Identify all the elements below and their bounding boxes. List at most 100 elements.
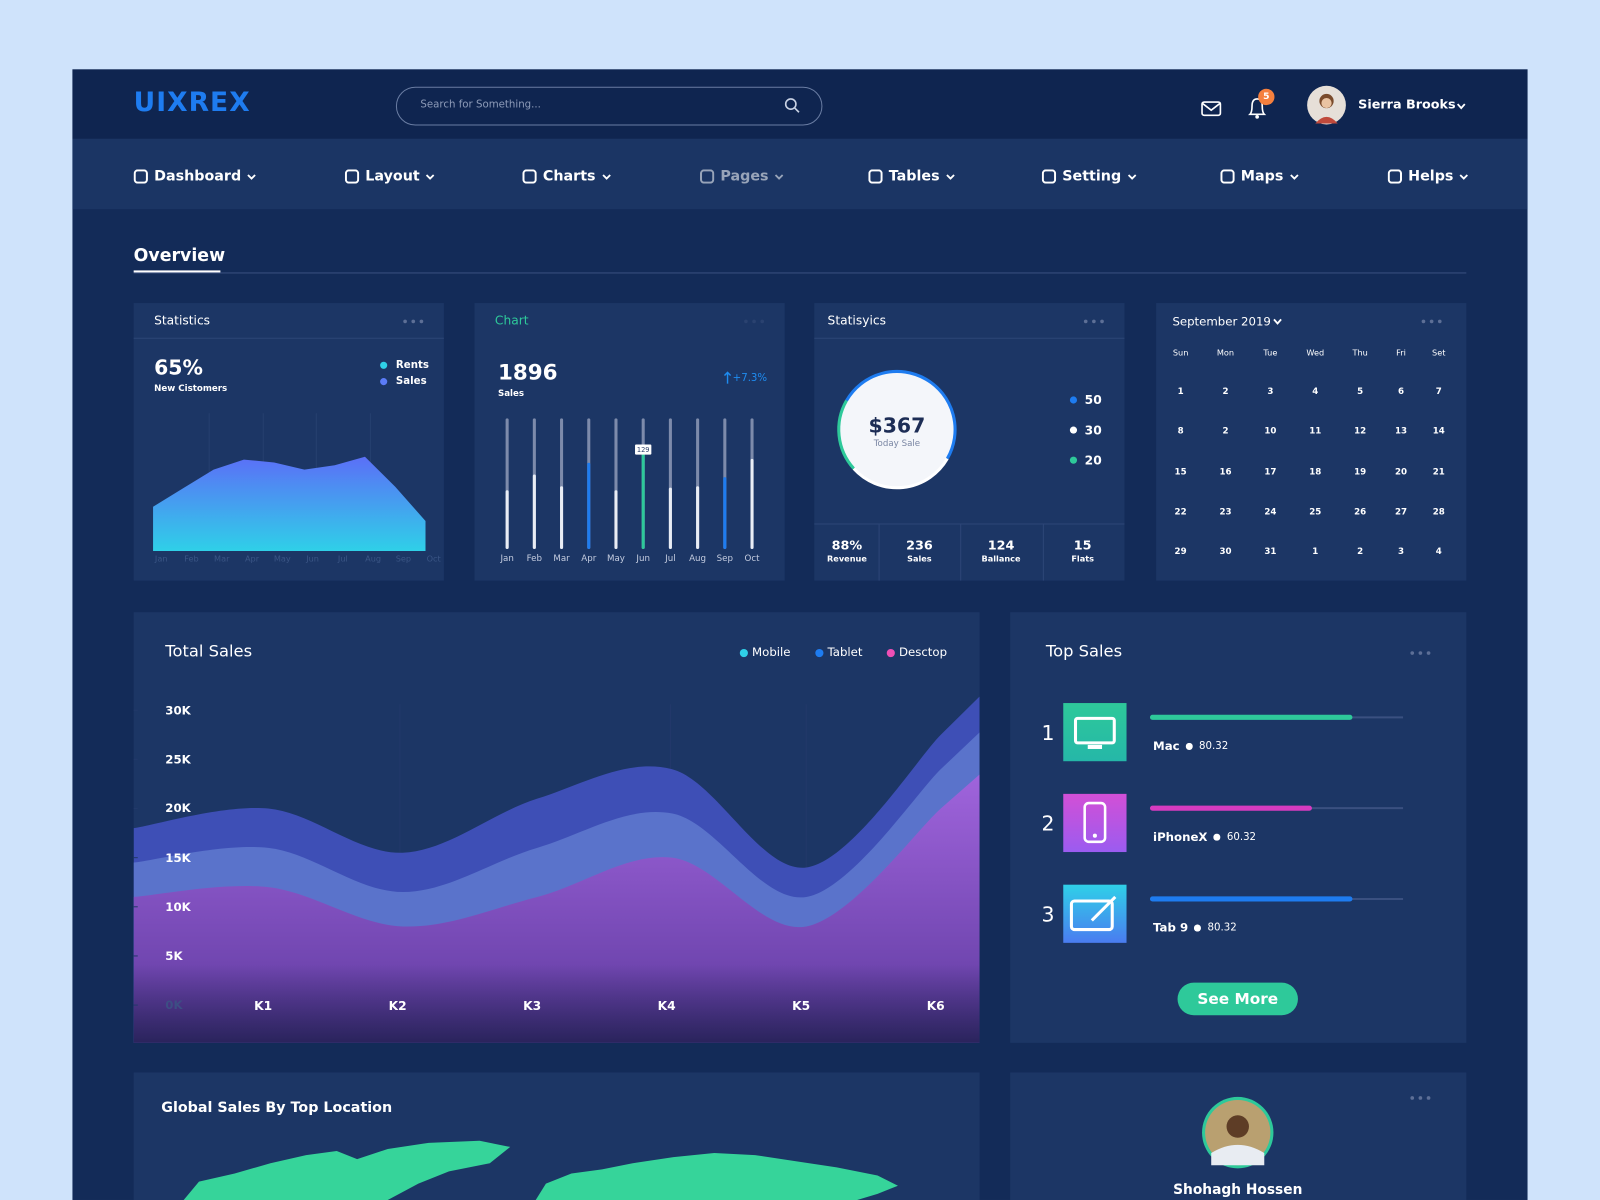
calendar-day[interactable]: 4 [1312, 386, 1319, 397]
bar [641, 453, 645, 549]
calendar-day[interactable]: 3 [1397, 547, 1405, 558]
y-tick-label: 25K [165, 752, 191, 767]
calendar-day[interactable]: 23 [1219, 507, 1232, 518]
calendar-day[interactable]: 16 [1219, 466, 1232, 478]
user-name[interactable]: Sierra Brooks [1358, 96, 1456, 112]
calendar-day[interactable]: 3 [1267, 386, 1274, 397]
calendar-day[interactable]: 14 [1432, 426, 1445, 438]
stat-label: Revenue [827, 554, 867, 564]
menu-dots [1410, 651, 1415, 655]
see-more-button[interactable]: See More [1177, 982, 1298, 1016]
bullet [1185, 742, 1193, 750]
weekday: Tue [1263, 348, 1278, 358]
calendar-day[interactable]: 26 [1354, 507, 1367, 518]
calendar-day[interactable]: 18 [1309, 466, 1322, 478]
calendar-day[interactable]: 25 [1309, 507, 1322, 518]
calendar-day[interactable]: 2 [1222, 426, 1229, 438]
nav-label[interactable]: Dashboard [154, 168, 242, 185]
calendar-card [1156, 303, 1467, 581]
nav-chevron [1127, 173, 1137, 180]
sale-label: Today Sale [873, 438, 921, 449]
product-icon [1063, 703, 1127, 762]
mail-icon [1201, 101, 1222, 117]
nav-label[interactable]: Tables [888, 168, 940, 185]
profile-photo [1211, 1144, 1265, 1166]
calendar-day[interactable]: 30 [1219, 547, 1232, 558]
sale-amount: $367 [868, 413, 926, 438]
calendar-day[interactable]: 22 [1174, 507, 1187, 518]
x-tick-label: Sep [395, 554, 412, 564]
menu-dots [1421, 319, 1426, 324]
x-tick-label: K5 [792, 998, 811, 1014]
nav-label[interactable]: Charts [542, 168, 596, 185]
nav-item[interactable]: Charts [522, 168, 611, 185]
nav-icon [344, 169, 360, 184]
calendar-day[interactable]: 11 [1309, 426, 1322, 438]
calendar-day[interactable]: 24 [1264, 507, 1277, 518]
stat-number: 236 [906, 537, 933, 553]
calendar-day[interactable]: 28 [1432, 507, 1445, 518]
menu-dots [1083, 319, 1088, 324]
stat-value: 65% [154, 355, 203, 380]
nav-item[interactable]: Pages [699, 168, 784, 185]
x-tick-label: Feb [526, 554, 543, 565]
nav-item[interactable]: Dashboard [133, 168, 257, 185]
change-arrow [723, 371, 732, 377]
legend-value: 30 [1084, 422, 1102, 438]
nav-item[interactable]: Helps [1387, 168, 1469, 185]
stat-label: New Cistomers [154, 383, 228, 394]
x-tick-label: Apr [244, 554, 260, 564]
ring-segment [845, 370, 957, 460]
nav-item[interactable]: Setting [1041, 168, 1137, 185]
calendar-day[interactable]: 8 [1177, 426, 1184, 438]
calendar-day[interactable]: 15 [1174, 466, 1187, 478]
nav-icon [1041, 169, 1057, 184]
calendar-day[interactable]: 29 [1174, 547, 1187, 558]
nav-label[interactable]: Maps [1240, 168, 1284, 185]
card-title: Chart [494, 313, 529, 328]
bar [750, 458, 754, 549]
progress-bar [1149, 714, 1353, 720]
bar [696, 486, 700, 549]
calendar-day[interactable]: 1 [1177, 386, 1184, 397]
nav-label[interactable]: Setting [1062, 168, 1122, 185]
calendar-day[interactable]: 17 [1264, 466, 1277, 478]
calendar-day[interactable]: 27 [1394, 507, 1408, 518]
calendar-day[interactable]: 10 [1264, 426, 1277, 438]
calendar-day[interactable]: 13 [1394, 426, 1408, 438]
calendar-day[interactable]: 20 [1394, 466, 1408, 478]
ring-segment [852, 457, 949, 490]
menu-dots [1429, 319, 1434, 324]
calendar-day[interactable]: 2 [1357, 547, 1364, 558]
x-tick-label: May [607, 554, 625, 565]
calendar-day[interactable]: 5 [1357, 386, 1364, 397]
nav-icon [133, 169, 148, 184]
profile-photo [1226, 1115, 1249, 1138]
nav-item[interactable]: Layout [344, 168, 435, 185]
calendar-day[interactable]: 2 [1222, 386, 1229, 397]
weekday: Fri [1396, 348, 1406, 358]
calendar-day[interactable]: 19 [1354, 466, 1367, 478]
product-icon [1063, 884, 1127, 943]
calendar-title[interactable]: September 2019 [1172, 314, 1271, 329]
calendar-day[interactable]: 12 [1354, 426, 1367, 438]
nav-label[interactable]: Pages [720, 168, 769, 185]
search-placeholder[interactable]: Search for Something... [420, 99, 541, 111]
calendar-day[interactable]: 1 [1312, 547, 1319, 558]
nav-item[interactable]: Tables [868, 168, 955, 185]
calendar-day[interactable]: 21 [1432, 466, 1445, 478]
chevron [1456, 103, 1466, 110]
nav-item[interactable]: Maps [1220, 168, 1299, 185]
calendar-day[interactable]: 4 [1435, 547, 1442, 558]
calendar-day[interactable]: 6 [1397, 386, 1405, 397]
card-title: Total Sales [165, 641, 253, 661]
nav-label[interactable]: Layout [365, 168, 420, 185]
nav-label[interactable]: Helps [1408, 168, 1454, 185]
search-box[interactable] [395, 86, 823, 126]
nav-chevron [247, 173, 257, 180]
search-icon [794, 107, 800, 113]
calendar-day[interactable]: 31 [1264, 547, 1277, 558]
logo: UIXREX [133, 87, 251, 119]
calendar-day[interactable]: 7 [1435, 386, 1442, 397]
bell-icon [1248, 98, 1267, 116]
